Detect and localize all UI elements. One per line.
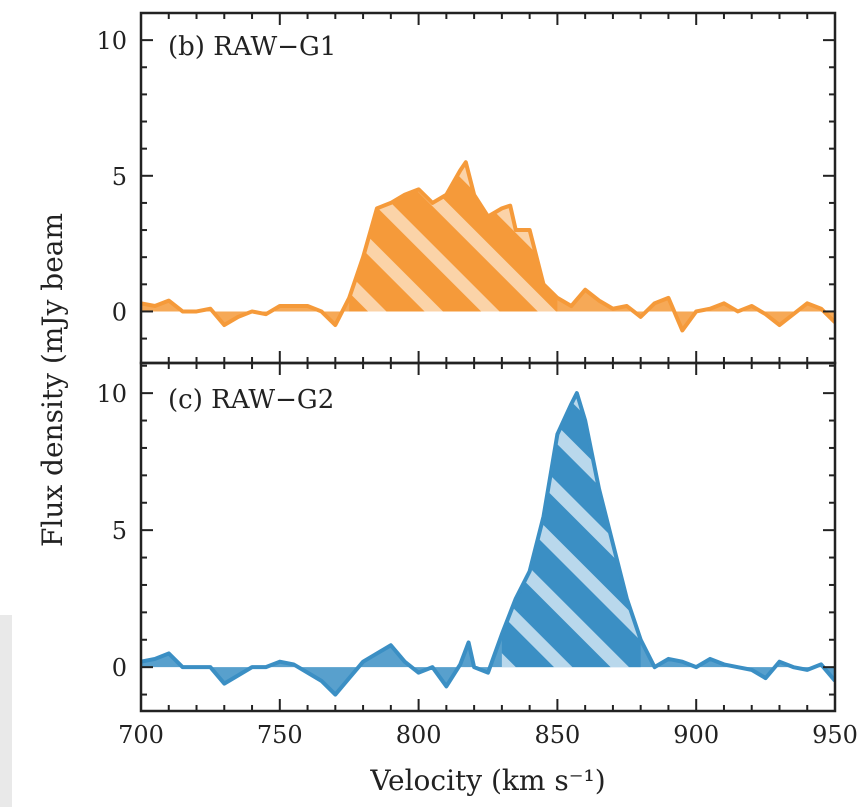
y-axis-label: Flux density (mJy beam <box>36 213 69 547</box>
x-tick-label: 800 <box>396 721 442 749</box>
spectrum-line-b <box>141 160 835 333</box>
y-tick-label-c: 0 <box>112 654 127 682</box>
x-tick-label: 750 <box>257 721 303 749</box>
y-tick-label-b: 0 <box>112 298 127 326</box>
y-tick-label-c: 10 <box>96 380 127 408</box>
hatched-region-c <box>501 393 641 668</box>
panel-b: 0 5 10 <box>96 11 837 365</box>
axes-frame-c <box>139 361 837 713</box>
x-axis-label: Velocity (km s⁻¹) <box>369 764 605 797</box>
x-tick-label: 950 <box>812 721 858 749</box>
x-tick-label: 700 <box>118 721 164 749</box>
panel-c: 0 5 10 700 750 800 850 900 950 <box>96 361 858 749</box>
hatched-region-b <box>349 162 558 312</box>
y-tick-label-b: 5 <box>112 163 127 191</box>
y-tick-label-c: 5 <box>112 517 127 545</box>
x-tick-label: 850 <box>534 721 580 749</box>
spectrum-line-c <box>141 391 835 697</box>
area-fill-c <box>141 393 835 695</box>
panel-label-b: (b) RAW−G1 <box>168 32 336 62</box>
panel-label-c: (c) RAW−G2 <box>168 385 334 415</box>
y-tick-label-b: 10 <box>96 27 127 55</box>
side-strip <box>0 615 12 807</box>
x-tick-label: 900 <box>673 721 719 749</box>
